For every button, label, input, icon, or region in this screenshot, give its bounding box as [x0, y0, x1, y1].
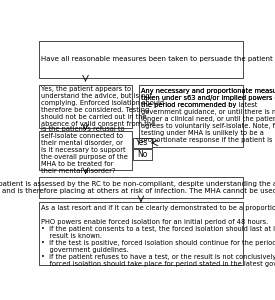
- FancyBboxPatch shape: [39, 131, 133, 170]
- Text: The patient is assessed by the RC to be non-compliant, despite understanding the: The patient is assessed by the RC to be …: [0, 181, 275, 194]
- FancyBboxPatch shape: [139, 85, 243, 147]
- Text: Yes, the patient appears to
understand the advice, but is not
complying. Enforce: Yes, the patient appears to understand t…: [41, 86, 164, 127]
- Text: Yes: Yes: [136, 138, 149, 147]
- FancyBboxPatch shape: [39, 177, 243, 198]
- FancyBboxPatch shape: [39, 40, 243, 78]
- FancyBboxPatch shape: [39, 85, 133, 128]
- FancyBboxPatch shape: [133, 149, 152, 160]
- Text: Have all reasonable measures been taken to persuade the patient to voluntarily c: Have all reasonable measures been taken …: [41, 56, 275, 62]
- FancyBboxPatch shape: [39, 202, 243, 265]
- Text: Is the patient's refusal to
self-isolate connected to
their mental disorder, or
: Is the patient's refusal to self-isolate…: [41, 126, 128, 174]
- Text: No: No: [137, 150, 148, 159]
- Text: Any necessary and proportionate measures to enforce isolation of the patient may: Any necessary and proportionate measures…: [141, 88, 275, 108]
- Text: Any necessary and proportionate measures to enforce isolation of the patient may: Any necessary and proportionate measures…: [141, 88, 275, 143]
- Text: As a last resort and if it can be clearly demonstrated to be a proportionate res: As a last resort and if it can be clearl…: [41, 204, 275, 267]
- FancyBboxPatch shape: [133, 138, 152, 148]
